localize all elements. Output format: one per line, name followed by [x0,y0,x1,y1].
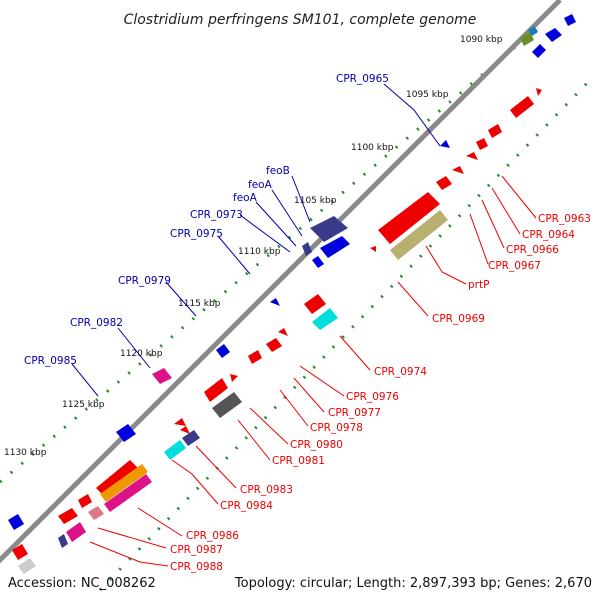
gene-reverse [100,464,148,502]
gene-forward [116,424,136,442]
gene-label-forward: feoA [248,179,273,191]
gene-label-reverse: CPR_0984 [220,500,273,512]
ruler-label: 1125 kbp [62,400,105,410]
gene-reverse [180,426,190,434]
gene-reverse [390,210,448,260]
gene-reverse [510,96,534,118]
gene-reverse [536,88,542,96]
gene-reverse [436,176,452,190]
ruler-label: 1090 kbp [460,35,503,45]
inner-dotted-guide-1 [98,78,592,592]
forward-features [8,14,576,530]
gene-reverse [212,392,242,418]
gene-label-reverse: CPR_0981 [272,455,325,467]
ruler-label: 1100 kbp [351,143,394,153]
gene-reverse [452,166,464,174]
gene-label-reverse: CPR_0964 [522,229,575,241]
gene-forward [564,14,576,26]
gene-reverse [78,494,92,508]
gene-reverse [164,440,186,460]
gene-reverse [104,474,152,512]
gene-forward [545,28,562,42]
ruler-label: 1130 kbp [4,448,47,458]
gene-reverse [204,378,228,402]
gene-label-forward: CPR_0965 [336,73,389,85]
gene-label-reverse: CPR_0974 [374,366,427,378]
forward-leaders [71,83,441,397]
gene-reverse [66,522,86,542]
reverse-features [12,88,542,574]
gene-forward [270,298,280,306]
gene-reverse [488,124,502,138]
gene-label-reverse: CPR_0988 [170,561,223,573]
gene-label-forward: CPR_0973 [190,209,243,221]
gene-label-reverse: CPR_0980 [290,439,343,451]
gene-label-reverse: CPR_0977 [328,407,381,419]
gene-forward [302,242,312,256]
genome-summary-text: Topology: circular; Length: 2,897,393 bp… [234,576,592,591]
gene-forward [532,44,546,58]
gene-label-reverse: CPR_0967 [488,260,541,272]
gene-forward [528,26,538,36]
gene-label-forward: feoA [233,192,258,204]
gene-reverse [312,308,338,330]
gene-reverse [304,294,326,314]
ruler-label: 1115 kbp [178,299,221,309]
gene-reverse [18,558,36,574]
gene-label-reverse: CPR_0963 [538,213,591,225]
ruler-label: 1095 kbp [406,90,449,100]
gene-reverse [466,152,478,160]
gene-reverse [378,192,440,244]
gene-reverse [266,338,282,352]
gene-label-forward: feoB [266,165,290,177]
gene-forward [152,368,172,384]
gene-forward [520,32,534,46]
accession-text: Accession: NC_008262 [8,576,156,591]
gene-reverse [88,506,104,520]
ruler-label: 1110 kbp [238,247,281,257]
outer-dotted-guide [0,24,541,484]
gene-reverse [96,460,138,496]
gene-label-reverse: CPR_0987 [170,544,223,556]
gene-label-forward: CPR_0985 [24,355,77,367]
gene-reverse [476,138,488,150]
gene-label-reverse: CPR_0966 [506,244,559,256]
gene-label-reverse: CPR_0983 [240,484,293,496]
ruler-label: 1105 kbp [294,196,337,206]
ruler-label: 1120 kbp [120,349,163,359]
gene-forward [320,236,350,258]
gene-label-reverse: CPR_0986 [186,530,239,542]
gene-reverse [182,430,200,446]
map-title: Clostridium perfringens SM101, complete … [124,12,477,28]
gene-reverse [174,418,186,426]
gene-label-reverse: prtP [468,279,489,291]
reverse-leaders [89,175,537,567]
genome-backbone [0,0,562,564]
gene-label-forward: CPR_0975 [170,228,223,240]
gene-label-reverse: CPR_0976 [346,391,399,403]
gene-reverse [370,246,376,252]
gene-reverse [230,374,238,382]
gene-reverse [58,534,68,548]
gene-reverse [248,350,262,364]
gene-label-reverse: CPR_0969 [432,313,485,325]
gene-forward [312,256,324,268]
gene-forward [440,140,450,148]
gene-label-forward: CPR_0979 [118,275,171,287]
gene-reverse [12,544,28,560]
gene-forward [8,514,24,530]
gene-label-reverse: CPR_0978 [310,422,363,434]
gene-reverse [58,508,78,524]
gene-forward [310,216,348,242]
gene-forward [216,344,230,358]
gene-label-forward: CPR_0982 [70,317,123,329]
gene-reverse [278,328,288,336]
